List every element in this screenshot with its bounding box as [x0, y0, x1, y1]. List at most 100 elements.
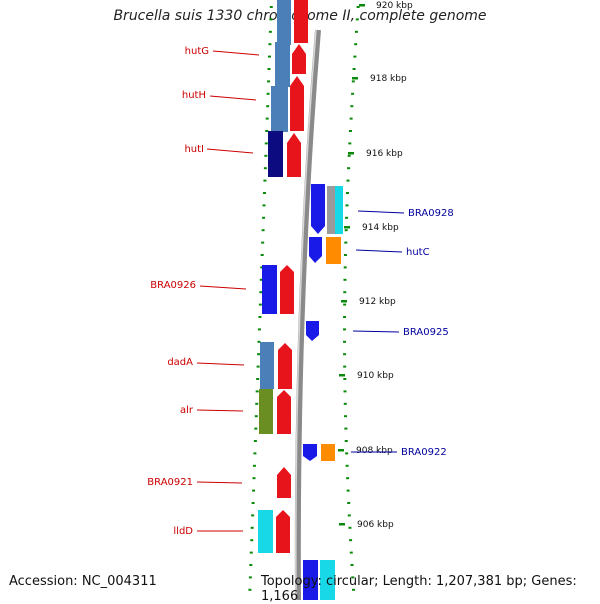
cds-arrow[interactable] [277, 390, 291, 434]
tick-mark [248, 576, 252, 579]
tick-mark [255, 402, 259, 405]
cds-arrow[interactable] [309, 237, 322, 263]
scale-label: 916 kbp [366, 149, 403, 159]
gene-label-hutC[interactable]: hutC [406, 247, 430, 258]
gene-feature[interactable] [320, 560, 335, 600]
gene-label-dadA[interactable]: dadA [167, 357, 193, 368]
tick-mark [256, 378, 260, 380]
tick-mark [267, 68, 271, 70]
tick-mark [352, 68, 356, 70]
tick-mark [345, 464, 349, 467]
gene-labels-right: BRA0928 hutC BRA0925 BRA0922 [351, 208, 454, 458]
cds-arrow[interactable] [306, 321, 319, 341]
scale-label: 912 kbp [359, 297, 396, 307]
tick-mark [343, 365, 347, 368]
cds-arrow[interactable] [294, 0, 308, 43]
gene-feature[interactable] [275, 42, 290, 87]
cds-arrow[interactable] [292, 44, 306, 74]
gene-feature[interactable] [335, 186, 343, 234]
tick-mark [261, 241, 265, 244]
gene-feature[interactable] [259, 389, 273, 434]
tick-mark [343, 390, 347, 393]
cds-arrow[interactable] [303, 444, 317, 461]
leader-line [196, 362, 245, 366]
cds-arrow[interactable] [277, 467, 291, 498]
gene-feature[interactable] [262, 265, 277, 314]
gene-label-lldD[interactable]: lldD [173, 526, 193, 537]
tick-mark [257, 328, 261, 331]
tick-mark [351, 80, 355, 83]
tick-mark [353, 55, 357, 58]
tick-mark [258, 303, 262, 306]
scale-label: 914 kbp [362, 223, 399, 233]
tick-mark [343, 316, 347, 318]
tick-mark [268, 30, 272, 33]
gene-feature[interactable] [326, 237, 341, 264]
tick-mark [351, 576, 355, 579]
cds-arrow[interactable] [280, 265, 294, 314]
scale-label: 906 kbp [357, 520, 394, 530]
tick-mark [266, 105, 270, 108]
tick-mark [350, 105, 354, 108]
gene-feature[interactable] [277, 0, 291, 45]
tick-mark [260, 266, 264, 269]
tick-mark [346, 477, 350, 480]
tick-mark [253, 452, 257, 455]
gene-label-hutG[interactable]: hutG [185, 46, 209, 57]
gene-feature[interactable] [260, 342, 274, 389]
tick-mark [258, 316, 262, 318]
tick-mark [343, 291, 347, 294]
tick-mark [252, 464, 256, 467]
tick-mark [345, 452, 349, 455]
gene-label-BRA0928[interactable]: BRA0928 [408, 208, 454, 219]
gene-label-alr[interactable]: alr [180, 405, 194, 416]
cds-arrow[interactable] [290, 76, 304, 131]
tick-mark [343, 340, 347, 343]
scale-label: 908 kbp [356, 446, 393, 456]
tick-mark [349, 117, 353, 120]
gene-label-hutH[interactable]: hutH [182, 90, 206, 101]
gene-feature[interactable] [271, 86, 288, 132]
tick-mark [347, 167, 351, 170]
major-tick-mark [352, 77, 358, 80]
feature-lane-right [303, 184, 343, 600]
tick-mark [344, 440, 348, 442]
cds-arrow[interactable] [287, 133, 301, 177]
gene-label-BRA0925[interactable]: BRA0925 [403, 327, 449, 338]
tick-mark [259, 278, 263, 281]
gene-feature[interactable] [258, 510, 273, 553]
tick-mark [257, 353, 261, 356]
gene-label-hutI[interactable]: hutI [184, 144, 204, 155]
tick-mark [344, 415, 348, 418]
tick-mark [343, 278, 347, 281]
tick-mark [249, 551, 253, 554]
tick-mark [348, 130, 352, 132]
gene-feature[interactable] [327, 186, 336, 234]
major-tick-mark [339, 523, 345, 526]
cds-arrow[interactable] [311, 184, 325, 234]
tick-mark [265, 130, 269, 132]
cds-arrow[interactable] [276, 510, 290, 553]
gene-label-BRA0921[interactable]: BRA0921 [147, 477, 193, 488]
tick-mark [355, 18, 359, 21]
gene-label-BRA0926[interactable]: BRA0926 [150, 280, 196, 291]
tick-mark [255, 390, 259, 393]
feature-lane-cds-left [276, 0, 308, 553]
tick-mark [343, 353, 347, 356]
tick-mark [249, 564, 253, 566]
tick-mark [267, 55, 271, 58]
gene-labels-left: hutG hutH hutI BRA0926 dadA alr BRA0921 … [147, 46, 260, 537]
gene-feature[interactable] [321, 444, 335, 461]
gene-feature[interactable] [268, 131, 283, 177]
accession-text: Accession: NC_004311 [9, 574, 157, 589]
cds-arrow[interactable] [278, 343, 292, 389]
gene-label-BRA0922[interactable]: BRA0922 [401, 447, 447, 458]
leader-line [199, 285, 247, 290]
tick-mark [345, 192, 349, 194]
leader-line [209, 95, 257, 101]
gene-feature[interactable] [303, 560, 318, 600]
tick-mark [346, 179, 350, 182]
tick-mark [348, 526, 352, 529]
tick-mark [260, 254, 264, 256]
tick-mark [269, 18, 273, 21]
